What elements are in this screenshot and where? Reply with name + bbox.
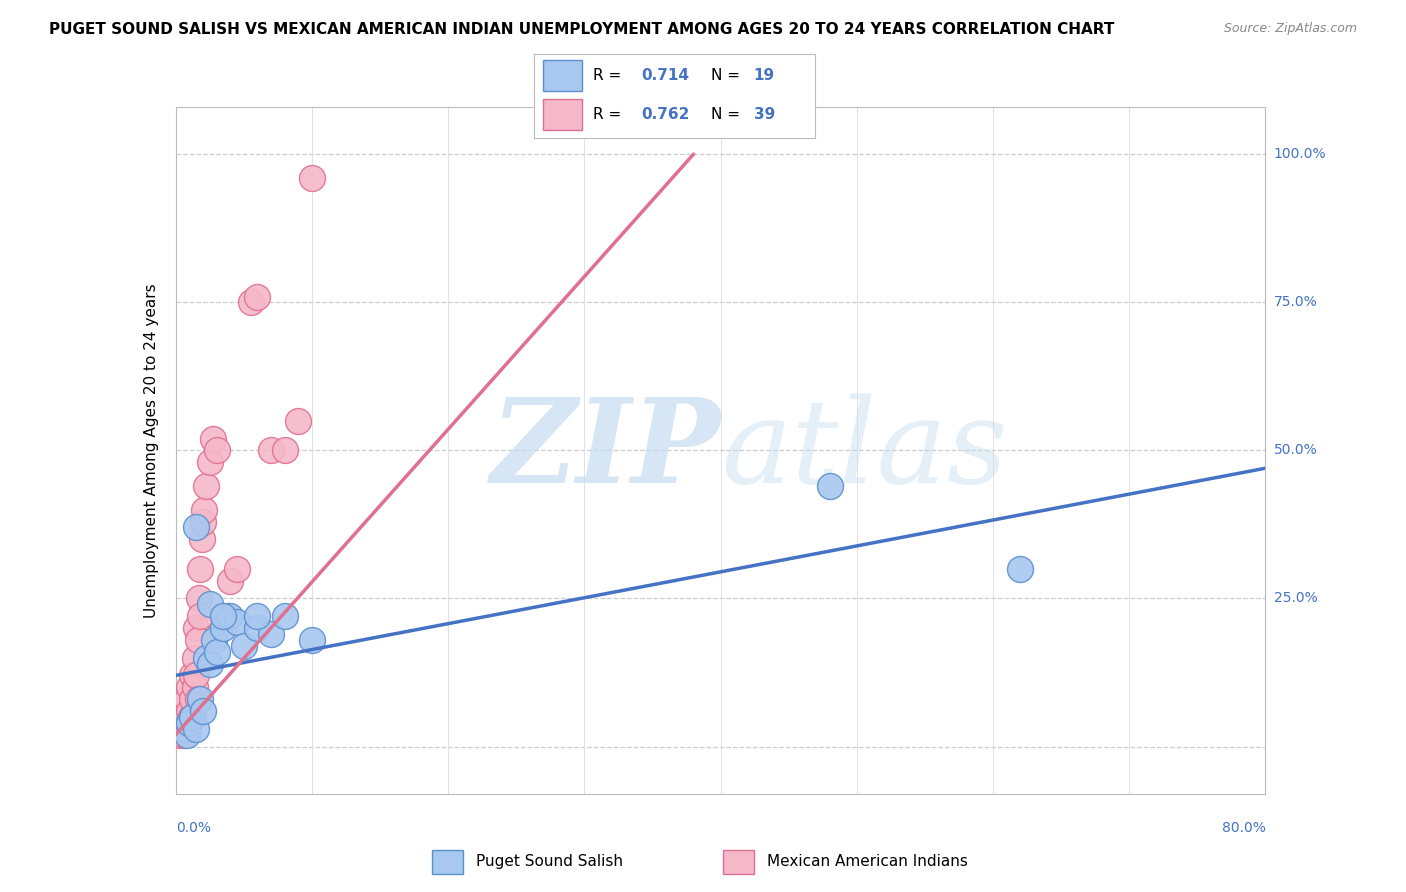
Point	[226, 615, 249, 630]
Point	[274, 443, 297, 458]
Point	[217, 609, 239, 624]
Point	[198, 455, 221, 469]
Point	[260, 627, 283, 641]
Point	[194, 479, 217, 493]
Point	[186, 632, 209, 647]
Point	[188, 692, 211, 706]
Point	[183, 710, 205, 724]
Point	[274, 609, 297, 624]
Text: 50.0%: 50.0%	[1274, 443, 1317, 458]
Text: 0.714: 0.714	[641, 68, 689, 83]
Text: Source: ZipAtlas.com: Source: ZipAtlas.com	[1223, 22, 1357, 36]
Point	[1010, 562, 1032, 576]
Point	[202, 632, 225, 647]
Point	[219, 609, 242, 624]
Point	[176, 710, 198, 724]
Point	[176, 692, 198, 706]
Point	[172, 722, 194, 736]
Point	[190, 533, 212, 547]
Point	[205, 443, 228, 458]
Point	[188, 609, 211, 624]
Point	[193, 502, 215, 516]
Point	[169, 728, 191, 742]
Point	[177, 722, 200, 736]
Text: R =: R =	[593, 68, 627, 83]
Point	[181, 692, 204, 706]
Point	[301, 632, 323, 647]
Point	[180, 710, 202, 724]
Text: R =: R =	[593, 107, 627, 122]
Point	[173, 728, 195, 742]
Point	[188, 562, 211, 576]
Point	[186, 621, 208, 635]
Point	[179, 704, 201, 718]
Text: Mexican American Indians: Mexican American Indians	[768, 855, 967, 869]
Point	[198, 657, 221, 671]
Y-axis label: Unemployment Among Ages 20 to 24 years: Unemployment Among Ages 20 to 24 years	[143, 283, 159, 618]
Text: atlas: atlas	[721, 393, 1007, 508]
Point	[219, 574, 242, 588]
Point	[184, 681, 207, 695]
Text: N =: N =	[711, 68, 745, 83]
Point	[201, 432, 224, 446]
Point	[260, 443, 283, 458]
Point	[186, 520, 208, 534]
Point	[181, 668, 204, 682]
Point	[239, 295, 262, 310]
Text: 19: 19	[754, 68, 775, 83]
Text: PUGET SOUND SALISH VS MEXICAN AMERICAN INDIAN UNEMPLOYMENT AMONG AGES 20 TO 24 Y: PUGET SOUND SALISH VS MEXICAN AMERICAN I…	[49, 22, 1115, 37]
Text: Puget Sound Salish: Puget Sound Salish	[475, 855, 623, 869]
Point	[194, 650, 217, 665]
Point	[287, 414, 309, 428]
Point	[176, 728, 198, 742]
Point	[179, 715, 201, 730]
Point	[246, 621, 269, 635]
Point	[181, 710, 204, 724]
Point	[186, 692, 209, 706]
Point	[198, 598, 221, 612]
Point	[212, 609, 235, 624]
Point	[191, 515, 214, 529]
Point	[184, 650, 207, 665]
Text: N =: N =	[711, 107, 745, 122]
Point	[246, 289, 269, 303]
Point	[186, 722, 208, 736]
Text: 75.0%: 75.0%	[1274, 295, 1317, 310]
Text: ZIP: ZIP	[491, 393, 721, 508]
Text: 39: 39	[754, 107, 775, 122]
Point	[226, 562, 249, 576]
Text: 100.0%: 100.0%	[1274, 147, 1326, 161]
Text: 0.762: 0.762	[641, 107, 689, 122]
Bar	[543, 61, 582, 91]
Point	[174, 715, 197, 730]
Point	[187, 591, 209, 606]
Point	[818, 479, 841, 493]
Text: 25.0%: 25.0%	[1274, 591, 1317, 606]
Point	[205, 645, 228, 659]
Bar	[543, 99, 582, 130]
Bar	[432, 850, 464, 873]
Point	[212, 621, 235, 635]
Point	[186, 668, 208, 682]
Point	[232, 639, 254, 653]
Text: 0.0%: 0.0%	[176, 821, 211, 835]
Point	[212, 609, 235, 624]
Point	[191, 704, 214, 718]
Point	[179, 681, 201, 695]
Point	[246, 609, 269, 624]
Point	[301, 171, 323, 186]
Text: 80.0%: 80.0%	[1222, 821, 1265, 835]
Point	[172, 722, 194, 736]
Bar	[723, 850, 754, 873]
